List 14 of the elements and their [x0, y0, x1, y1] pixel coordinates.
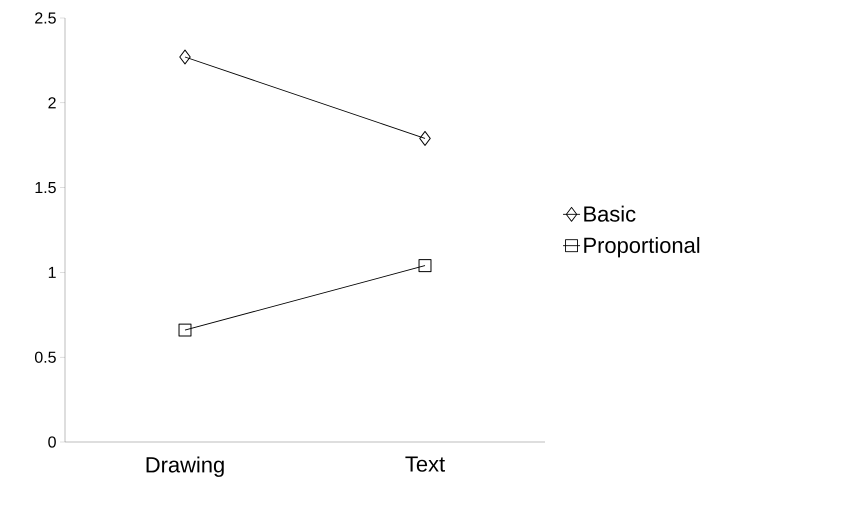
- legend-label: Proportional: [584, 236, 700, 258]
- point: [179, 50, 191, 64]
- point: [418, 259, 432, 272]
- y-tick-label: 1: [48, 266, 56, 278]
- y-tick-label: 2.5: [35, 12, 56, 24]
- x-tick-label: Drawing: [146, 456, 224, 477]
- y-tick-label: 0.5: [34, 352, 56, 363]
- legend-label: Basic: [584, 206, 636, 222]
- y-tick-label: 1.5: [36, 182, 56, 194]
- x-tick-label: Text: [405, 456, 445, 472]
- y-tick-label: 2: [48, 97, 56, 108]
- point: [419, 130, 431, 146]
- y-tick-label: 0: [48, 436, 56, 448]
- point: [178, 324, 192, 337]
